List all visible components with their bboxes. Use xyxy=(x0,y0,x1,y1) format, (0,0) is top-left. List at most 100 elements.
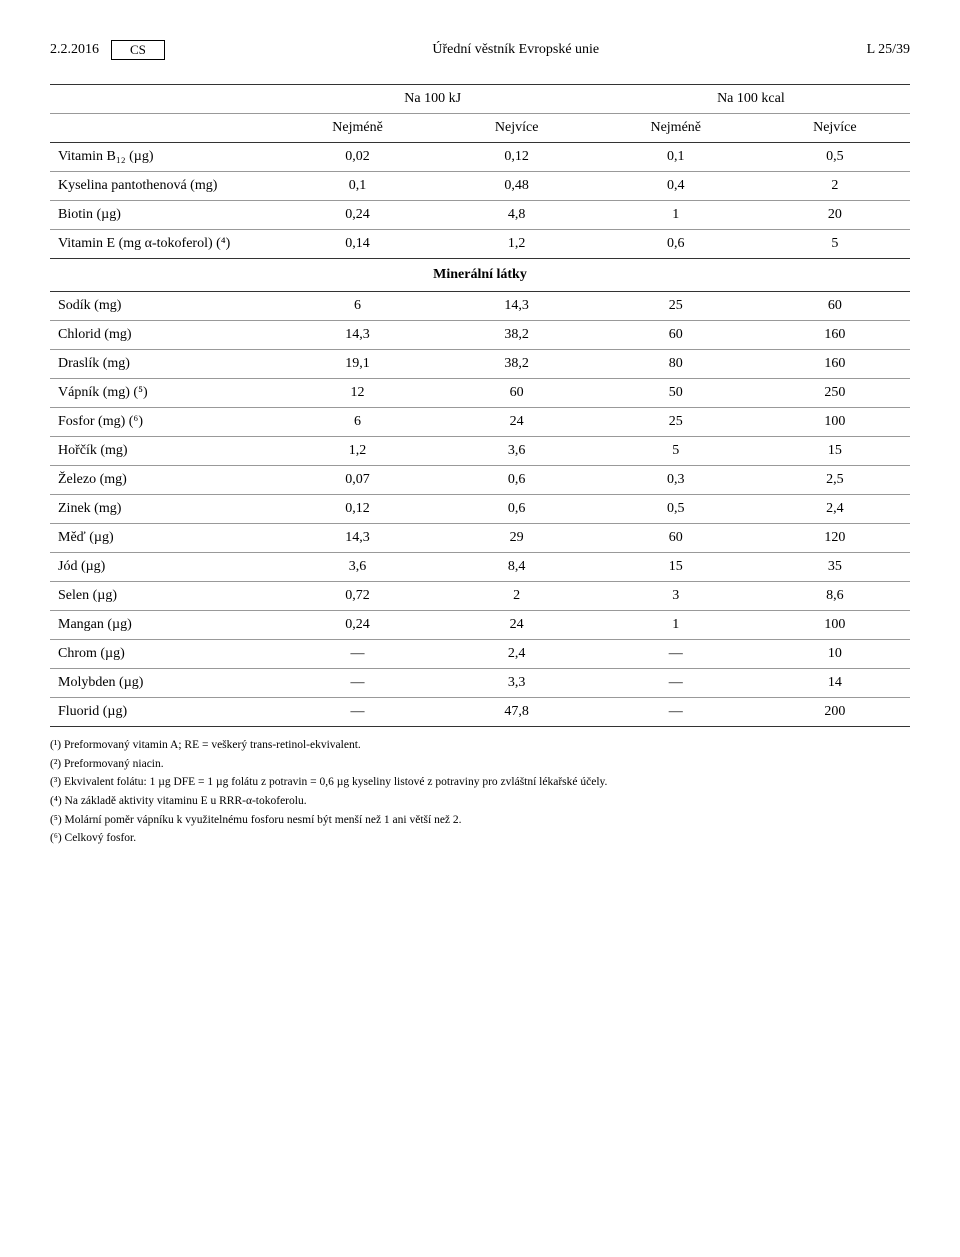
row-value: 80 xyxy=(592,350,760,379)
table-row: Vápník (mg) (⁵)126050250 xyxy=(50,379,910,408)
row-value: 2,4 xyxy=(760,495,910,524)
row-value: 0,6 xyxy=(442,495,592,524)
row-value: 38,2 xyxy=(442,321,592,350)
table-row: Molybden (µg)—3,3—14 xyxy=(50,669,910,698)
table-row: Chrom (µg)—2,4—10 xyxy=(50,640,910,669)
row-value: 0,48 xyxy=(442,172,592,201)
row-value: 0,12 xyxy=(274,495,442,524)
row-value: — xyxy=(592,669,760,698)
row-value: 14,3 xyxy=(442,292,592,321)
row-label: Vitamin B₁₂ (µg) xyxy=(50,143,274,172)
footnote: (⁴) Na základě aktivity vitaminu E u RRR… xyxy=(50,793,910,810)
row-label: Chlorid (mg) xyxy=(50,321,274,350)
row-value: 100 xyxy=(760,611,910,640)
row-value: 25 xyxy=(592,408,760,437)
footnote: (¹) Preformovaný vitamin A; RE = veškerý… xyxy=(50,737,910,754)
row-label: Biotin (µg) xyxy=(50,201,274,230)
row-value: 0,07 xyxy=(274,466,442,495)
col-kcal: Na 100 kcal xyxy=(592,85,910,114)
row-value: 0,3 xyxy=(592,466,760,495)
row-value: 3 xyxy=(592,582,760,611)
table-row: Měď (µg)14,32960120 xyxy=(50,524,910,553)
row-value: 15 xyxy=(760,437,910,466)
row-value: 0,14 xyxy=(274,230,442,259)
row-value: 1,2 xyxy=(442,230,592,259)
col-min-1: Nejméně xyxy=(274,114,442,143)
row-value: 0,1 xyxy=(592,143,760,172)
row-value: 200 xyxy=(760,698,910,727)
row-value: 35 xyxy=(760,553,910,582)
row-label: Selen (µg) xyxy=(50,582,274,611)
table-row: Jód (µg)3,68,41535 xyxy=(50,553,910,582)
table-row: Fluorid (µg)—47,8—200 xyxy=(50,698,910,727)
table-row: Zinek (mg)0,120,60,52,4 xyxy=(50,495,910,524)
footnote: (²) Preformovaný niacin. xyxy=(50,756,910,773)
row-value: 0,24 xyxy=(274,201,442,230)
row-label: Mangan (µg) xyxy=(50,611,274,640)
section-minerals-label: Minerální látky xyxy=(50,259,910,292)
row-value: 10 xyxy=(760,640,910,669)
row-value: 0,6 xyxy=(592,230,760,259)
row-value: 47,8 xyxy=(442,698,592,727)
row-label: Fosfor (mg) (⁶) xyxy=(50,408,274,437)
row-value: 24 xyxy=(442,611,592,640)
row-value: 14 xyxy=(760,669,910,698)
section-minerals: Minerální látky xyxy=(50,259,910,292)
row-label: Sodík (mg) xyxy=(50,292,274,321)
table-row: Chlorid (mg)14,338,260160 xyxy=(50,321,910,350)
header-page: L 25/39 xyxy=(867,42,910,58)
row-value: 25 xyxy=(592,292,760,321)
table-row: Vitamin E (mg α-to­koferol) (⁴)0,141,20,… xyxy=(50,230,910,259)
row-label: Železo (mg) xyxy=(50,466,274,495)
row-value: 60 xyxy=(442,379,592,408)
col-min-2: Nejméně xyxy=(592,114,760,143)
row-value: — xyxy=(592,640,760,669)
row-label: Fluorid (µg) xyxy=(50,698,274,727)
header-date: 2.2.2016 xyxy=(50,42,99,58)
footnote: (⁵) Molární poměr vápníku k využitelnému… xyxy=(50,812,910,829)
header-title: Úřední věstník Evropské unie xyxy=(432,42,599,58)
row-label: Draslík (mg) xyxy=(50,350,274,379)
table-row: Draslík (mg)19,138,280160 xyxy=(50,350,910,379)
row-value: 160 xyxy=(760,321,910,350)
row-value: 0,4 xyxy=(592,172,760,201)
table-row: Biotin (µg)0,244,8120 xyxy=(50,201,910,230)
table-row: Sodík (mg)614,32560 xyxy=(50,292,910,321)
nutrition-table: Na 100 kJ Na 100 kcal Nejméně Nejvíce Ne… xyxy=(50,84,910,727)
row-label: Molybden (µg) xyxy=(50,669,274,698)
row-value: — xyxy=(274,698,442,727)
row-value: 60 xyxy=(760,292,910,321)
row-value: 15 xyxy=(592,553,760,582)
row-value: — xyxy=(592,698,760,727)
row-value: 24 xyxy=(442,408,592,437)
row-value: 5 xyxy=(592,437,760,466)
table-row: Fosfor (mg) (⁶)62425100 xyxy=(50,408,910,437)
row-value: 3,3 xyxy=(442,669,592,698)
column-sub-header: Nejméně Nejvíce Nejméně Nejvíce xyxy=(50,114,910,143)
row-label: Hořčík (mg) xyxy=(50,437,274,466)
row-value: 0,72 xyxy=(274,582,442,611)
page-header: 2.2.2016 CS Úřední věstník Evropské unie… xyxy=(50,40,910,60)
row-value: 0,5 xyxy=(760,143,910,172)
row-value: 50 xyxy=(592,379,760,408)
row-value: 3,6 xyxy=(274,553,442,582)
row-value: 160 xyxy=(760,350,910,379)
col-kj: Na 100 kJ xyxy=(274,85,592,114)
row-value: 0,02 xyxy=(274,143,442,172)
row-value: 4,8 xyxy=(442,201,592,230)
header-left: 2.2.2016 CS xyxy=(50,40,165,60)
row-value: 12 xyxy=(274,379,442,408)
language-code: CS xyxy=(111,40,165,60)
footnote: (³) Ekvivalent folátu: 1 µg DFE = 1 µg f… xyxy=(50,774,910,791)
row-value: 120 xyxy=(760,524,910,553)
row-value: 0,6 xyxy=(442,466,592,495)
row-value: 2 xyxy=(760,172,910,201)
col-max-2: Nejvíce xyxy=(760,114,910,143)
row-value: 14,3 xyxy=(274,524,442,553)
row-value: 19,1 xyxy=(274,350,442,379)
row-value: 5 xyxy=(760,230,910,259)
row-value: 1 xyxy=(592,201,760,230)
row-value: 6 xyxy=(274,292,442,321)
row-label: Měď (µg) xyxy=(50,524,274,553)
row-value: 2,4 xyxy=(442,640,592,669)
